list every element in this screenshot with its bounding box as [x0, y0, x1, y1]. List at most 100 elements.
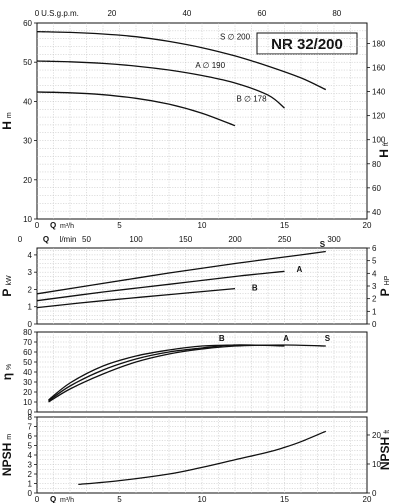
y-tick-label: 50	[23, 58, 32, 67]
y-tick-label: 80	[23, 328, 32, 337]
p-kw-axis-title: PkW	[0, 275, 14, 297]
chart-title-box	[256, 32, 358, 55]
lmin-tick-label: 150	[179, 235, 193, 244]
lmin-tick-label: 250	[278, 235, 292, 244]
p-curve-label-a: A	[296, 265, 302, 274]
y2-tick-label: 10	[372, 460, 381, 469]
y-tick-label: 30	[23, 137, 32, 146]
y-tick-label: 6	[28, 432, 33, 441]
curve-eta-a	[48, 344, 285, 402]
y-tick-label: 10	[23, 215, 32, 224]
y-tick-label: 50	[23, 358, 32, 367]
x-tick-label: 0	[35, 221, 40, 230]
y-tick-label: 60	[23, 19, 32, 28]
top-axis-tick-label: 0	[35, 9, 40, 18]
lmin-q-label: Q	[43, 235, 49, 244]
y2-tick-label: 5	[372, 257, 377, 266]
x-tick-label: 10	[198, 221, 207, 230]
y2-tick-label: 120	[372, 112, 386, 121]
y-tick-label: 40	[23, 368, 32, 377]
h-shutoff-dash	[36, 91, 62, 93]
y-tick-label: 3	[28, 268, 33, 277]
y-tick-label: 7	[28, 423, 33, 432]
top-axis-tick-label: 20	[107, 9, 116, 18]
y2-tick-label: 140	[372, 88, 386, 97]
y-tick-label: 70	[23, 338, 32, 347]
y2-tick-label: 180	[372, 39, 386, 48]
lmin-zero-label: 0	[18, 235, 23, 244]
curve-h-a	[36, 60, 285, 109]
top-axis-tick-label: 80	[332, 9, 341, 18]
curve-eta-b	[48, 344, 236, 401]
curve-p-s	[36, 250, 326, 295]
curve-h-b	[36, 91, 236, 127]
y-tick-label: 20	[23, 388, 32, 397]
y-tick-label: 1	[28, 303, 33, 312]
y2-tick-label: 4	[372, 269, 377, 278]
eta-axis-title: η%	[0, 364, 14, 381]
y-tick-label: 4	[28, 451, 33, 460]
lmin-tick-label: 300	[327, 235, 341, 244]
p-curve-label-s: S	[320, 240, 326, 249]
y2-tick-label: 2	[372, 295, 377, 304]
top-axis-gpm-label: U.S.g.p.m.	[41, 9, 79, 18]
x-tick-label: 5	[117, 221, 122, 230]
y-tick-label: 0	[28, 320, 33, 329]
y-tick-label: 2	[28, 285, 33, 294]
curve-h-s	[36, 30, 327, 91]
chart-title: NR 32/200	[271, 36, 343, 53]
y2-tick-label: 0	[372, 489, 377, 498]
top-axis-tick-label: 40	[182, 9, 191, 18]
x-axis-unit-label: m³/h	[60, 223, 74, 230]
eta-curve-label-a: A	[283, 334, 289, 343]
y-tick-label: 30	[23, 378, 32, 387]
x-axis-q-label: Q	[50, 221, 56, 230]
y2-tick-label: 3	[372, 282, 377, 291]
y-tick-label: 1	[28, 480, 33, 489]
y-tick-label: 60	[23, 348, 32, 357]
x-tick-label: 15	[280, 495, 289, 503]
lmin-tick-label: 200	[228, 235, 242, 244]
h-curve-label-s: S ∅ 200	[220, 32, 251, 41]
npsh-m-axis-title: NPSHm	[0, 434, 14, 476]
y2-tick-label: 160	[372, 64, 386, 73]
eta-curve-label-s: S	[325, 334, 331, 343]
y-tick-label: 0	[28, 489, 33, 498]
y2-tick-label: 6	[372, 244, 377, 253]
eta-curve-label-b: B	[219, 334, 225, 343]
y2-tick-label: 20	[372, 431, 381, 440]
top-axis-tick-label: 60	[257, 9, 266, 18]
curve-npsh-npsh	[78, 430, 327, 486]
y-tick-label: 3	[28, 461, 33, 470]
curve-p-a	[36, 270, 285, 302]
x-tick-label: 20	[363, 221, 372, 230]
h-curve-label-a: A ∅ 190	[195, 61, 225, 70]
h-shutoff-dash	[36, 31, 62, 33]
lmin-tick-label: 50	[82, 235, 91, 244]
x-axis-q-label: Q	[50, 495, 56, 503]
y2-tick-label: 40	[372, 208, 381, 217]
y2-tick-label: 0	[372, 320, 377, 329]
y-tick-label: 0	[28, 408, 33, 417]
x-tick-label: 15	[280, 221, 289, 230]
h-curve-label-b: B ∅ 178	[236, 94, 267, 103]
x-tick-label: 20	[363, 495, 372, 503]
x-axis-unit-label: m³/h	[60, 497, 74, 503]
x-tick-label: 5	[117, 495, 122, 503]
y-tick-label: 2	[28, 470, 33, 479]
h-ft-axis-title: Hft	[377, 142, 391, 158]
y2-tick-label: 60	[372, 184, 381, 193]
x-tick-label: 0	[35, 495, 40, 503]
npsh-ft-axis-title: NPSHft	[378, 430, 392, 470]
y-tick-label: 20	[23, 176, 32, 185]
p-curve-label-b: B	[252, 283, 258, 292]
y-tick-label: 5	[28, 442, 33, 451]
y2-tick-label: 80	[372, 160, 381, 169]
y2-tick-label: 1	[372, 307, 377, 316]
h-shutoff-dash	[36, 60, 62, 63]
y-tick-label: 10	[23, 398, 32, 407]
y-tick-label: 8	[28, 413, 33, 422]
p-hp-axis-title: PHP	[378, 275, 392, 296]
top-axis-lmin-label: l/min	[60, 235, 77, 244]
